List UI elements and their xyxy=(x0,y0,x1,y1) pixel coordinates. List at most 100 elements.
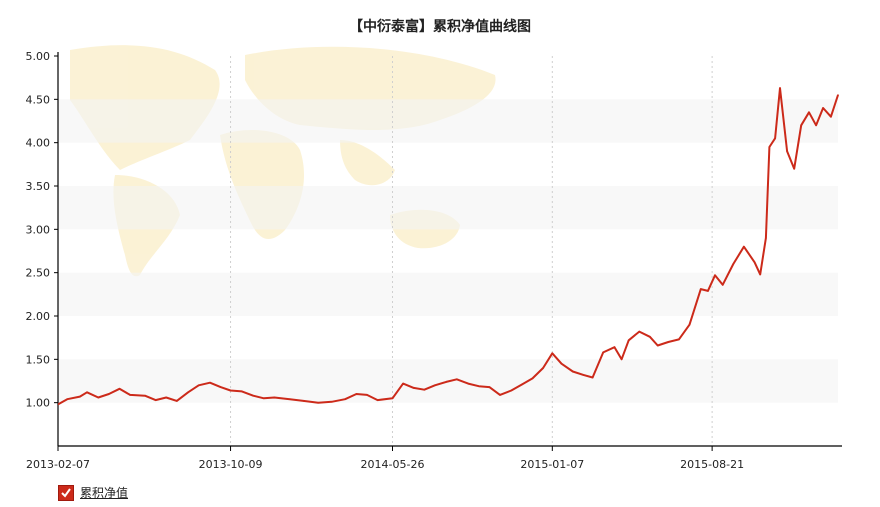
data-point xyxy=(144,394,146,397)
data-point xyxy=(613,346,616,349)
data-point xyxy=(793,167,795,170)
data-point xyxy=(837,94,839,96)
data-point xyxy=(591,376,594,379)
data-point xyxy=(129,394,131,396)
data-point xyxy=(638,330,641,333)
data-point xyxy=(423,388,426,391)
plot-grid xyxy=(230,56,713,446)
data-point xyxy=(219,386,222,388)
data-point xyxy=(732,263,735,265)
data-point xyxy=(688,323,691,326)
data-point xyxy=(759,273,761,276)
data-point xyxy=(86,391,88,394)
plot-bands xyxy=(58,99,838,403)
x-tick-label: 2013-02-07 xyxy=(26,458,90,471)
data-point xyxy=(602,351,604,354)
y-tick-label: 1.50 xyxy=(26,353,51,366)
data-point xyxy=(560,362,563,365)
data-point xyxy=(620,358,623,361)
data-point xyxy=(176,400,178,402)
data-point xyxy=(499,394,501,396)
x-tick-label: 2015-08-21 xyxy=(680,458,744,471)
y-tick-label: 1.00 xyxy=(26,397,51,410)
data-point xyxy=(289,398,291,401)
data-point xyxy=(649,336,651,338)
data-point xyxy=(815,124,817,127)
y-tick-label: 5.00 xyxy=(26,50,51,63)
data-point xyxy=(66,398,68,401)
data-point xyxy=(402,382,404,385)
data-point xyxy=(118,388,121,390)
data-point xyxy=(108,393,110,395)
chart-title: 【中衍泰富】累积净值曲线图 xyxy=(349,19,531,35)
x-tick-label: 2013-10-09 xyxy=(199,458,263,471)
data-point xyxy=(678,338,680,341)
data-point xyxy=(366,394,368,396)
data-point xyxy=(391,397,394,400)
data-point xyxy=(209,381,211,384)
world-map-watermark xyxy=(70,45,496,277)
data-point xyxy=(412,387,415,389)
y-tick-label: 3.50 xyxy=(26,180,51,193)
data-point xyxy=(456,378,458,381)
data-point xyxy=(434,384,436,387)
data-point xyxy=(656,344,659,347)
data-point xyxy=(488,386,491,388)
data-point xyxy=(572,370,574,373)
plot-axes xyxy=(57,52,842,447)
data-point xyxy=(165,396,167,399)
data-point xyxy=(467,382,470,385)
x-axis-ticks: 2013-02-07 2013-10-09 2014-05-26 2015-01-07… xyxy=(26,446,744,471)
data-point xyxy=(765,237,767,239)
data-point xyxy=(774,137,776,140)
data-point xyxy=(58,403,59,406)
data-point xyxy=(627,339,630,342)
y-tick-label: 4.00 xyxy=(26,137,51,150)
legend-item-cumulative-nav[interactable]: 累积净值 xyxy=(58,484,128,501)
checkbox-checked-icon[interactable] xyxy=(58,484,74,501)
data-point xyxy=(79,395,81,398)
data-point xyxy=(273,396,276,399)
data-point xyxy=(830,115,832,118)
x-tick-label: 2015-01-07 xyxy=(520,458,584,471)
data-point xyxy=(521,383,523,386)
y-tick-label: 2.00 xyxy=(26,310,51,323)
data-point xyxy=(344,398,346,401)
data-point xyxy=(154,399,157,401)
data-point xyxy=(582,374,585,376)
data-point xyxy=(779,87,781,89)
data-point xyxy=(252,394,254,397)
y-tick-label: 3.00 xyxy=(26,223,51,236)
data-point xyxy=(355,393,358,395)
data-point xyxy=(510,389,513,392)
data-point xyxy=(302,400,305,402)
grid-band xyxy=(58,186,838,230)
data-point xyxy=(229,389,232,392)
series-layer xyxy=(58,87,839,406)
data-point xyxy=(317,401,320,404)
grid-band xyxy=(58,272,838,316)
grid-band xyxy=(58,99,838,143)
data-point xyxy=(743,245,745,248)
data-point xyxy=(263,397,265,400)
data-point xyxy=(714,274,716,277)
data-point xyxy=(753,261,756,264)
data-point xyxy=(542,367,544,369)
y-tick-label: 4.50 xyxy=(26,93,51,106)
y-axis-ticks: 1.00 1.50 2.00 2.50 3.00 3.50 4.00 4.50 5.00 xyxy=(26,50,58,410)
data-point xyxy=(197,384,200,387)
data-point xyxy=(97,396,100,399)
y-tick-label: 2.50 xyxy=(26,267,51,280)
data-point xyxy=(707,290,709,292)
data-point xyxy=(376,399,379,401)
data-point xyxy=(531,377,534,380)
data-point xyxy=(478,385,480,388)
data-point xyxy=(667,341,670,343)
data-point xyxy=(768,146,771,148)
data-point xyxy=(808,111,810,114)
data-point xyxy=(700,288,702,290)
data-point xyxy=(822,107,824,109)
data-point xyxy=(241,390,243,393)
data-point xyxy=(721,284,724,286)
